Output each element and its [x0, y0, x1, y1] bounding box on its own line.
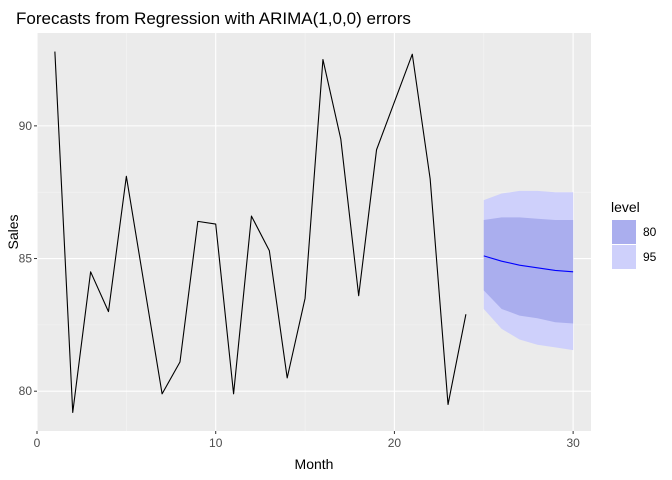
y-axis-title: Sales — [5, 214, 21, 249]
legend-title: level — [611, 199, 640, 215]
y-tick-label: 85 — [19, 252, 33, 266]
legend-label-95: 95 — [643, 250, 657, 264]
axis-ticks: 0 10 20 30 80 85 90 — [19, 119, 580, 450]
series-lines — [54, 51, 574, 413]
x-axis-title: Month — [295, 456, 334, 472]
x-tick-label: 30 — [566, 436, 580, 450]
interval-band-80 — [483, 217, 574, 324]
prediction-intervals — [483, 190, 574, 351]
x-tick-label: 20 — [388, 436, 402, 450]
x-tick-label: 0 — [34, 436, 41, 450]
x-tick-label: 10 — [209, 436, 223, 450]
y-tick-label: 90 — [19, 119, 33, 133]
chart-title: Forecasts from Regression with ARIMA(1,0… — [16, 9, 411, 28]
y-tick-label: 80 — [19, 384, 33, 398]
forecast-mean-line — [483, 255, 574, 273]
legend-swatch-95 — [612, 245, 636, 269]
legend: level 80 95 — [611, 199, 657, 269]
legend-swatch-80 — [612, 220, 636, 244]
sales-history-line — [54, 51, 467, 413]
legend-label-80: 80 — [643, 225, 657, 239]
